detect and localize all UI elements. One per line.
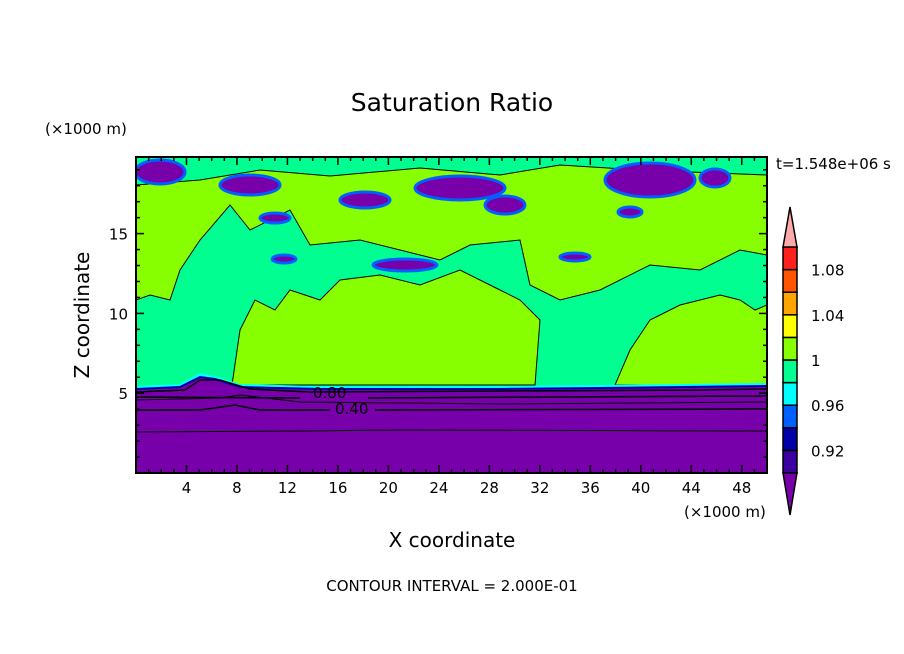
contour-field: 0.80 0.40 (136, 157, 767, 473)
colorbar-swatch (782, 291, 798, 316)
colorbar-swatch (782, 336, 798, 361)
y-tick-label: 10 (109, 305, 128, 323)
x-tick-label: 16 (328, 479, 347, 497)
colorbar-tick-label: 1 (811, 352, 821, 370)
field-region-100 (614, 294, 767, 386)
x-tick-label: 20 (379, 479, 398, 497)
colorbar-over-arrow (782, 206, 798, 248)
colorbar-under-arrow (782, 472, 798, 516)
field-region-under-090 (136, 158, 732, 273)
x-tick-label: 32 (530, 479, 549, 497)
time-annotation: t=1.548e+06 s (776, 155, 891, 173)
x-axis: 4 8 12 16 20 24 28 32 36 40 44 48 (147, 157, 756, 497)
y-unit-label: (×1000 m) (45, 120, 127, 138)
colorbar-swatch (782, 404, 798, 429)
x-tick-label: 36 (581, 479, 600, 497)
colorbar: 0.92 0.96 1 1.04 1.08 (782, 206, 844, 516)
x-axis-label: X coordinate (388, 528, 516, 552)
chart-title: Saturation Ratio (350, 88, 554, 117)
y-tick-label: 5 (118, 385, 128, 403)
colorbar-tick-label: 0.92 (811, 442, 844, 460)
colorbar-swatch (782, 449, 798, 474)
colorbar-swatch (782, 246, 798, 271)
x-tick-label: 4 (182, 479, 192, 497)
field-region-100 (136, 164, 767, 301)
x-tick-label: 24 (429, 479, 448, 497)
contour-lines (136, 379, 767, 433)
x-tick-label: 28 (480, 479, 499, 497)
y-axis: 5 10 15 (109, 169, 767, 458)
x-tick-label: 40 (631, 479, 650, 497)
contour-label: 0.80 (313, 384, 346, 402)
colorbar-tick-label: 1.04 (811, 307, 844, 325)
y-tick-label: 15 (109, 226, 128, 244)
colorbar-swatch (782, 427, 798, 452)
colorbar-swatch (782, 268, 798, 293)
field-region-100 (231, 269, 541, 386)
colorbar-tick-label: 1.08 (811, 262, 844, 280)
x-unit-label: (×1000 m) (684, 503, 766, 521)
x-tick-label: 8 (232, 479, 242, 497)
x-tick-label: 12 (278, 479, 297, 497)
colorbar-swatch (782, 314, 798, 339)
colorbar-swatch (782, 359, 798, 384)
contour-interval-label: CONTOUR INTERVAL = 2.000E-01 (326, 577, 578, 595)
colorbar-tick-label: 0.96 (811, 397, 844, 415)
colorbar-swatch (782, 381, 798, 406)
contour-label: 0.40 (335, 400, 368, 418)
x-tick-label: 48 (732, 479, 751, 497)
x-tick-label: 44 (682, 479, 701, 497)
